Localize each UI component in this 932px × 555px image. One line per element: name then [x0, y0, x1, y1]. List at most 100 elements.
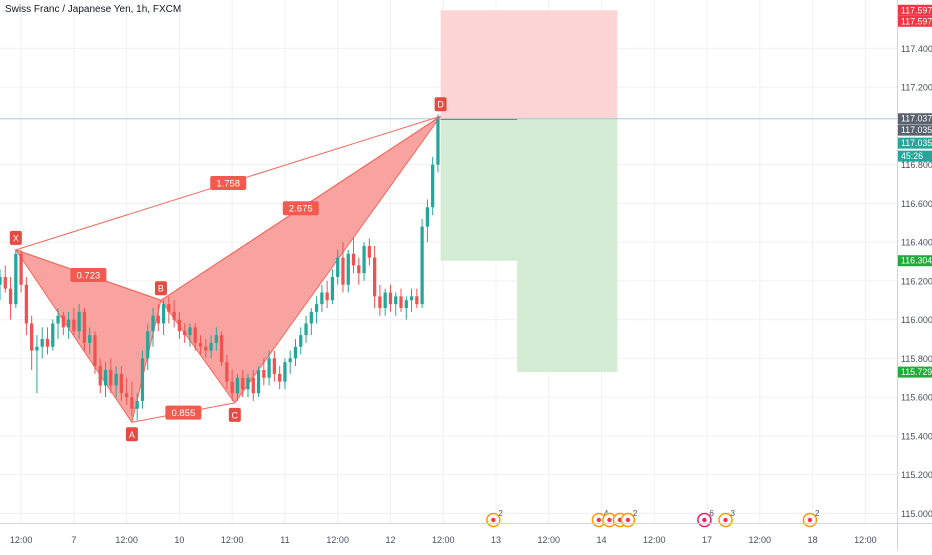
price-tick-label: 117.400: [901, 44, 932, 54]
time-tick-label: 12:00: [10, 535, 33, 545]
candle-body: [225, 362, 228, 381]
candle-body: [125, 393, 128, 397]
candle-body: [172, 312, 175, 320]
price-badge: 117.597: [901, 16, 932, 26]
candle: [410, 289, 413, 312]
time-tick-label: 12:00: [326, 535, 349, 545]
price-tick-label: 116.400: [901, 238, 932, 248]
candle-body: [410, 296, 413, 300]
candle-body: [273, 358, 276, 373]
time-tick-label: 13: [491, 535, 501, 545]
price-tick-label: 115.400: [901, 431, 932, 441]
candle-body: [30, 323, 33, 350]
candle: [141, 351, 144, 409]
price-badge: 117.597: [901, 5, 932, 15]
candle: [220, 331, 223, 366]
candle-body: [109, 370, 112, 385]
candle-body: [310, 312, 313, 324]
price-tick-label: 115.600: [901, 393, 932, 403]
candle-body: [51, 323, 54, 346]
candle-body: [120, 374, 123, 393]
time-tick-label: 7: [71, 535, 76, 545]
candle: [362, 242, 365, 281]
candle-body: [215, 335, 218, 343]
event-icon-dot: [626, 518, 630, 522]
candle-body: [267, 358, 270, 377]
price-badge: 117.037: [901, 114, 932, 124]
candle-body: [262, 370, 265, 378]
pattern-triangle-bcd: [161, 116, 441, 403]
price-badge: 117.035: [901, 138, 932, 148]
candle-body: [14, 254, 17, 304]
candle-body: [93, 335, 96, 366]
candle: [331, 269, 334, 304]
candle-body: [347, 254, 350, 285]
candle: [426, 200, 429, 243]
candle-body: [436, 119, 439, 165]
event-icon-dot: [808, 518, 812, 522]
candle: [299, 327, 302, 354]
candle-body: [336, 258, 339, 277]
point-label-x: X: [13, 233, 19, 243]
ratio-label: 2.675: [289, 204, 313, 215]
candle-body: [104, 370, 107, 385]
event-count: 2: [815, 509, 820, 518]
candle: [389, 285, 392, 312]
time-tick-label: 12:00: [432, 535, 455, 545]
candle-body: [426, 207, 429, 226]
candle: [257, 366, 260, 397]
candle-body: [78, 312, 81, 331]
candle-body: [352, 254, 355, 266]
candle-body: [420, 227, 423, 304]
price-tick-label: 116.200: [901, 276, 932, 286]
candle: [415, 289, 418, 308]
candle-body: [199, 343, 202, 347]
candle-body: [283, 362, 286, 381]
candle: [14, 250, 17, 308]
candle-body: [304, 323, 307, 335]
candle-body: [368, 246, 371, 258]
point-label-c: C: [232, 410, 239, 420]
candle-body: [378, 296, 381, 308]
price-badge: 116.304: [901, 256, 932, 266]
price-tick-label: 117.200: [901, 83, 932, 93]
candle-body: [72, 320, 75, 332]
candle-body: [157, 316, 160, 324]
candle: [326, 281, 329, 308]
candle: [405, 296, 408, 319]
candle: [25, 277, 28, 335]
event-icon-dot: [491, 518, 495, 522]
event-count: 6: [709, 509, 714, 518]
time-tick-label: 18: [808, 535, 818, 545]
candle-body: [188, 327, 191, 335]
candle-body: [9, 289, 12, 304]
candle: [394, 292, 397, 315]
time-tick-label: 12:00: [537, 535, 560, 545]
price-badge: 117.035: [901, 125, 932, 135]
take-profit-zone: [441, 119, 618, 372]
candle: [35, 335, 38, 393]
event-count: 3: [731, 509, 736, 518]
candle-body: [136, 401, 139, 409]
candle-body: [151, 316, 154, 331]
price-tick-label: 116.800: [901, 160, 932, 170]
point-label-b: B: [158, 284, 164, 294]
candle-body: [0, 277, 2, 285]
candle-body: [114, 374, 117, 386]
candle-body: [231, 382, 234, 394]
candle: [278, 366, 281, 389]
candle: [347, 250, 350, 293]
candle-body: [294, 347, 297, 359]
candle-body: [405, 300, 408, 308]
time-tick-label: 12:00: [643, 535, 666, 545]
event-icon-dot: [723, 518, 727, 522]
time-tick-label: 17: [702, 535, 712, 545]
price-tick-label: 115.800: [901, 354, 932, 364]
ratio-label: 1.758: [216, 179, 240, 190]
time-tick-label: 12:00: [221, 535, 244, 545]
candle: [431, 157, 434, 215]
price-tick-label: 115.000: [901, 509, 932, 519]
